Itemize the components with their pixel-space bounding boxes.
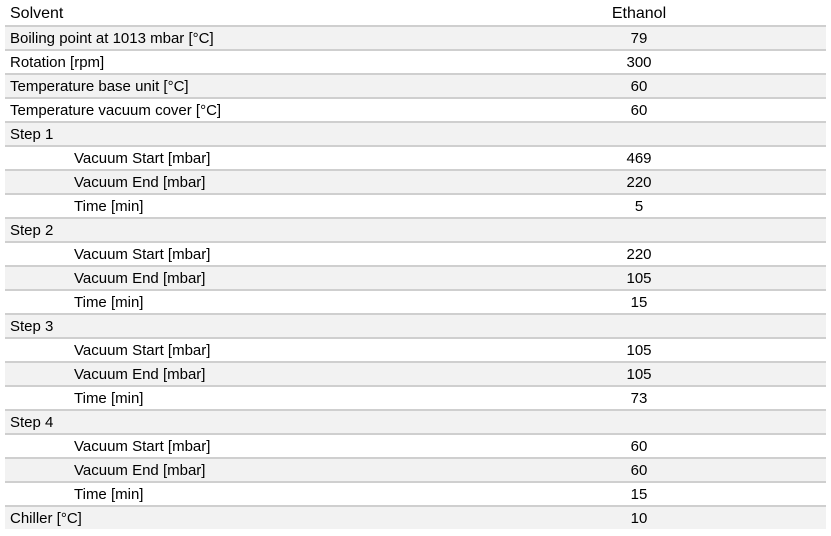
row-label: Step 3	[10, 318, 54, 335]
row-label: Rotation [rpm]	[10, 54, 105, 71]
header-value: Ethanol	[611, 5, 667, 22]
table-row: Time [min] 15	[5, 289, 826, 313]
table-row: Time [min] 73	[5, 385, 826, 409]
table-row: Vacuum Start [mbar] 60	[5, 433, 826, 457]
row-label: Vacuum Start [mbar]	[74, 150, 211, 167]
row-value	[452, 219, 826, 241]
row-value: 10	[630, 510, 648, 527]
row-label: Vacuum End [mbar]	[74, 270, 206, 287]
row-label: Vacuum End [mbar]	[74, 174, 206, 191]
row-value	[452, 411, 826, 433]
row-value: 220	[626, 174, 652, 191]
row-value: 60	[630, 102, 648, 119]
table-row: Vacuum End [mbar] 60	[5, 457, 826, 481]
row-value: 73	[630, 390, 648, 407]
row-label: Temperature vacuum cover [°C]	[10, 102, 222, 119]
row-value: 60	[630, 78, 648, 95]
row-label: Chiller [°C]	[10, 510, 82, 527]
row-label: Time [min]	[74, 294, 144, 311]
row-label: Vacuum End [mbar]	[74, 366, 206, 383]
table-row: Step 1	[5, 121, 826, 145]
row-label: Step 4	[10, 414, 54, 431]
row-label: Time [min]	[74, 486, 144, 503]
row-value: 15	[630, 486, 648, 503]
row-label: Vacuum Start [mbar]	[74, 246, 211, 263]
row-value	[452, 315, 826, 337]
row-label: Time [min]	[74, 198, 144, 215]
row-value: 300	[626, 54, 652, 71]
row-value: 220	[626, 246, 652, 263]
table-row: Vacuum End [mbar] 105	[5, 361, 826, 385]
row-label: Vacuum Start [mbar]	[74, 438, 211, 455]
row-value: 105	[626, 366, 652, 383]
row-label: Time [min]	[74, 390, 144, 407]
table-row: Step 3	[5, 313, 826, 337]
row-value: 15	[630, 294, 648, 311]
table-row: Vacuum Start [mbar] 105	[5, 337, 826, 361]
row-label: Step 2	[10, 222, 54, 239]
row-label: Step 1	[10, 126, 54, 143]
table-row: Vacuum End [mbar] 220	[5, 169, 826, 193]
row-label: Boiling point at 1013 mbar [°C]	[10, 30, 214, 47]
row-label: Temperature base unit [°C]	[10, 78, 189, 95]
table-row: Vacuum Start [mbar] 469	[5, 145, 826, 169]
table-row: Chiller [°C] 10	[5, 505, 826, 529]
table-row: Temperature vacuum cover [°C] 60	[5, 97, 826, 121]
row-value: 79	[630, 30, 648, 47]
table-row: Rotation [rpm] 300	[5, 49, 826, 73]
table-row: Time [min] 15	[5, 481, 826, 505]
parameters-table: Solvent Ethanol Boiling point at 1013 mb…	[5, 2, 826, 529]
table-header-row: Solvent Ethanol	[5, 2, 826, 25]
row-value: 60	[630, 462, 648, 479]
table-row: Temperature base unit [°C] 60	[5, 73, 826, 97]
row-value: 105	[626, 342, 652, 359]
header-label: Solvent	[10, 5, 64, 22]
table-row: Time [min] 5	[5, 193, 826, 217]
table-row: Step 4	[5, 409, 826, 433]
table-row: Step 2	[5, 217, 826, 241]
row-label: Vacuum Start [mbar]	[74, 342, 211, 359]
row-value	[452, 123, 826, 145]
row-value: 105	[626, 270, 652, 287]
row-value: 5	[634, 198, 644, 215]
row-value: 469	[626, 150, 652, 167]
table-row: Vacuum End [mbar] 105	[5, 265, 826, 289]
table-row: Boiling point at 1013 mbar [°C] 79	[5, 25, 826, 49]
row-value: 60	[630, 438, 648, 455]
row-label: Vacuum End [mbar]	[74, 462, 206, 479]
table-row: Vacuum Start [mbar] 220	[5, 241, 826, 265]
